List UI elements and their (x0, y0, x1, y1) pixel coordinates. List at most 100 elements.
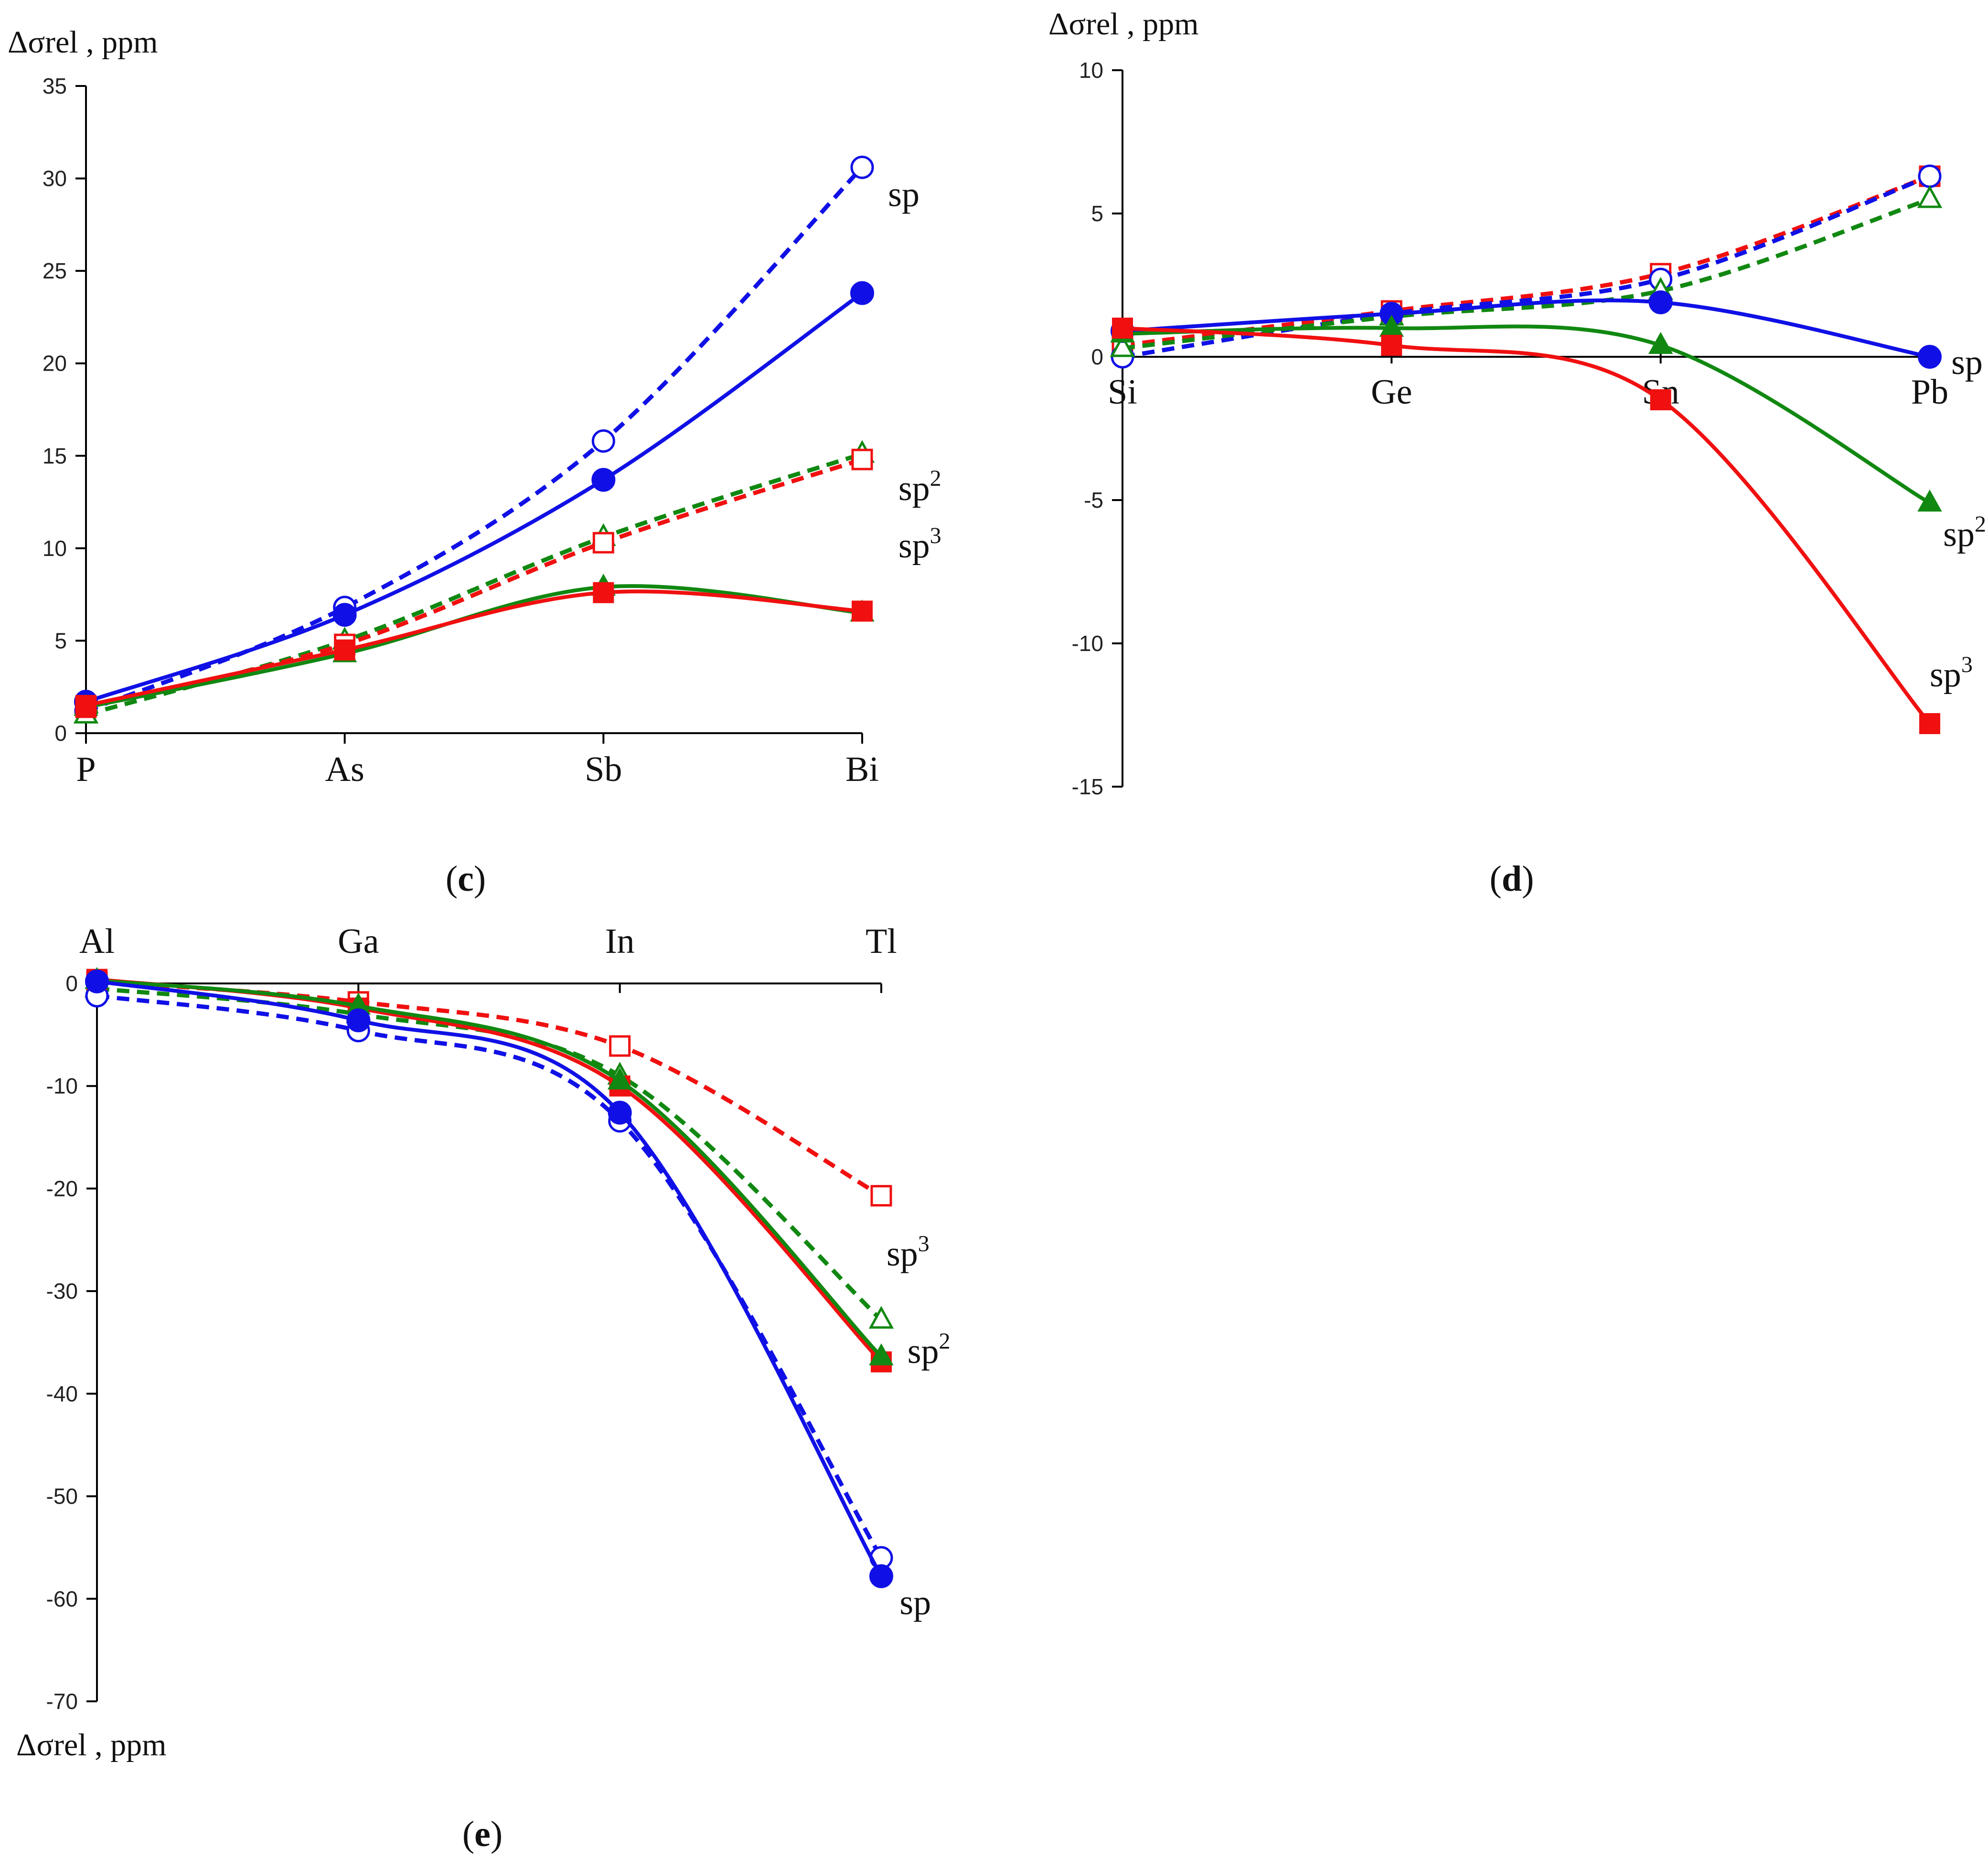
chart-d-point-sp2-dashed (1110, 334, 1135, 357)
chart-e-category-label: Al (79, 922, 115, 961)
chart-c-y-tick-label: 35 (43, 74, 67, 98)
chart-d-point-sp3-solid (1919, 713, 1940, 734)
chart-c-y-tick-label: 15 (43, 443, 67, 468)
chart-c-series-line-sp-solid (85, 291, 864, 704)
chart-d: -15-10-50510SiGeSnPbspsp2sp3 (1072, 58, 1986, 799)
chart-c-y-tick-label: 5 (54, 628, 67, 653)
chart-d-category-label: Si (1108, 373, 1137, 412)
chart-e-category-label: In (605, 922, 635, 961)
chart-e-series-line-sp2-dashed (96, 986, 883, 1322)
chart-e-series-label-sup: 2 (939, 1328, 951, 1354)
chart-d-series-line-sp3-dashed (1122, 174, 1931, 348)
chart-e-point-sp-solid (608, 1100, 632, 1125)
chart-c-series-line-sp-dashed (85, 166, 864, 713)
chart-c-y-tick-label: 0 (54, 721, 67, 746)
chart-e-ylabel: Δσrel , ppm (16, 1728, 166, 1762)
chart-e-point-sp2-solid (607, 1067, 632, 1089)
chart-c-series-line-sp2-dashed (85, 452, 863, 717)
chart-c-series-label: sp3 (898, 523, 941, 566)
chart-e-series-label-text: sp (887, 1234, 918, 1273)
chart-c-series-label-text: sp (898, 469, 930, 508)
chart-e-y-tick-label: -20 (46, 1176, 78, 1201)
chart-e-series-line-sp-dashed (96, 993, 883, 1559)
chart-e-series-line-sp3-dashed (96, 979, 883, 1198)
chart-e-y-tick-label: -10 (46, 1074, 78, 1099)
chart-c-point-sp-solid (850, 281, 874, 305)
chart-c-series-label-sup: 2 (930, 466, 941, 491)
chart-e-y-tick-label: -40 (46, 1381, 78, 1406)
chart-d-series-label: sp3 (1930, 652, 1973, 694)
chart-c-point-sp3-dashed (592, 532, 614, 554)
chart-e-series-line-sp3-solid (96, 977, 883, 1364)
chart-c-point-sp-dashed (591, 429, 615, 453)
panel-label-d: (d) (1490, 859, 1534, 899)
chart-e-y-tick-label: -70 (46, 1689, 78, 1714)
chart-d-point-sp2-solid (1917, 489, 1942, 512)
chart-e-y-tick-label: 0 (65, 971, 78, 996)
chart-d-point-sp3-solid (1650, 389, 1671, 410)
chart-c-point-sp3-solid (852, 600, 873, 622)
chart-d-y-tick-label: -15 (1072, 774, 1103, 799)
chart-c-category-label: Sb (585, 750, 622, 789)
chart-c-series-label: sp2 (898, 466, 941, 508)
chart-e-point-sp-solid (85, 969, 109, 993)
chart-c-series-label-sup: 3 (930, 523, 941, 548)
chart-c-series-line-sp3-dashed (85, 457, 863, 710)
chart-d-point-sp3-solid (1381, 335, 1402, 356)
chart-e-point-sp3-dashed (609, 1035, 631, 1057)
chart-e-category-label: Tl (866, 922, 897, 961)
chart-e-series-label-text: sp (908, 1332, 939, 1371)
chart-e-series-label-text: sp (899, 1583, 931, 1622)
chart-d-series-line-sp-solid (1122, 298, 1930, 359)
chart-d-point-sp-solid (1918, 345, 1942, 369)
chart-e-point-sp-solid (869, 1564, 893, 1589)
chart-e-y-tick-label: -50 (46, 1484, 78, 1509)
chart-d-ylabel: Δσrel , ppm (1048, 7, 1198, 42)
chart-c-point-sp-solid (332, 603, 357, 627)
chart-d-series-line-sp3-solid (1122, 326, 1932, 725)
chart-e-point-sp-solid (346, 1008, 371, 1033)
chart-e-series-label-sup: 3 (918, 1231, 930, 1256)
chart-c-series-line-sp3-solid (86, 589, 863, 707)
chart-c-category-label: P (76, 750, 96, 789)
chart-c-point-sp-solid (591, 468, 616, 492)
chart-c-point-sp-dashed (850, 155, 874, 179)
chart-c-series-label-text: sp (898, 526, 930, 566)
chart-e-y-tick-label: -30 (46, 1279, 78, 1303)
chart-d-y-tick-label: -5 (1084, 488, 1103, 513)
chart-c-y-tick-label: 20 (43, 351, 67, 376)
chart-c-point-sp3-solid (593, 582, 614, 603)
chart-d-series-line-sp-dashed (1122, 174, 1931, 359)
chart-d-category-label: Ge (1371, 373, 1412, 412)
chart-e-y-tick-label: -60 (46, 1586, 78, 1611)
chart-d-point-sp-solid (1648, 290, 1673, 314)
chart-e-point-sp3-dashed (870, 1185, 892, 1207)
chart-e-series-label: sp3 (887, 1231, 930, 1273)
chart-e-point-sp2-solid (869, 1343, 894, 1366)
chart-e-point-sp2-dashed (868, 1306, 894, 1329)
chart-d-point-sp3-solid (1112, 318, 1133, 339)
chart-d-point-sp2-solid (1648, 331, 1673, 354)
chart-e-series-label: sp2 (908, 1328, 951, 1371)
chart-d-series-label-text: sp (1951, 343, 1983, 382)
chart-d-series-label-sup: 2 (1975, 512, 1986, 537)
chart-e-series-line-sp2-solid (96, 978, 883, 1358)
chart-c-point-sp3-solid (75, 694, 96, 716)
chart-c-ylabel: Δσrel , ppm (8, 25, 158, 60)
chart-d-point-sp2-dashed (1917, 185, 1943, 208)
chart-c-category-label: Bi (845, 750, 879, 789)
chart-c-y-tick-label: 10 (43, 536, 67, 561)
chart-c-series-label: sp (888, 175, 919, 214)
chart-c-series-label-text: sp (888, 175, 919, 214)
chart-d-y-tick-label: 10 (1079, 58, 1103, 83)
chart-d-series-label: sp (1951, 343, 1983, 382)
chart-d-point-sp-dashed (1918, 164, 1942, 188)
chart-c-point-sp3-dashed (851, 448, 873, 470)
chart-c-y-tick-label: 25 (43, 258, 67, 283)
chart-d-y-tick-label: 0 (1091, 344, 1103, 369)
chart-e-series-line-sp-solid (96, 979, 883, 1578)
chart-d-category-label: Pb (1911, 373, 1948, 412)
